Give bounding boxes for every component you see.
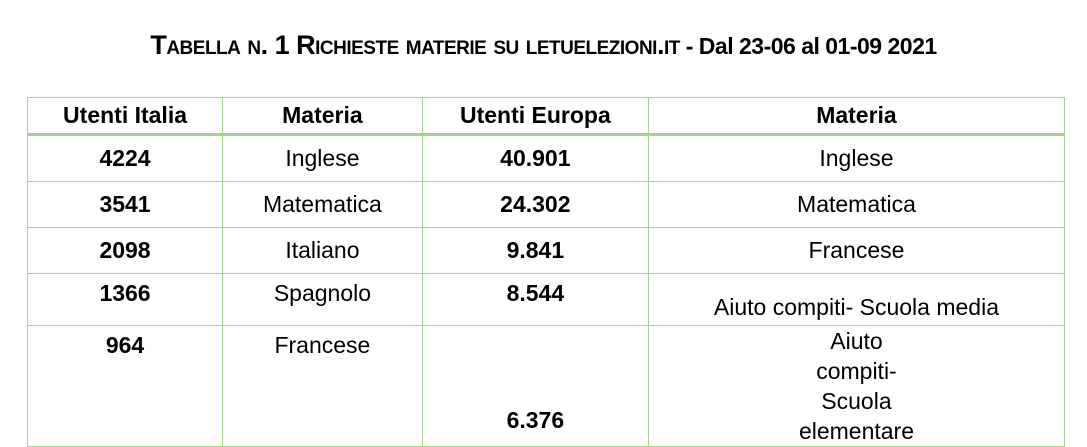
header-materia-europa: Materia — [647, 97, 1066, 136]
cell-materia-italia: Italiano — [222, 227, 423, 274]
title-dates: - Dal 23-06 al 01-09 2021 — [679, 33, 937, 59]
cell-utenti-europa: 40.901 — [421, 134, 649, 182]
table-row: 3541 Matematica 24.302 Matematica — [26, 181, 1066, 228]
cell-materia-italia: Inglese — [222, 134, 423, 182]
cell-utenti-europa: 6.376 — [421, 325, 649, 447]
header-utenti-europa: Utenti Europa — [421, 97, 649, 136]
cell-materia-italia: Spagnolo — [222, 273, 423, 326]
header-row: Utenti Italia Materia Utenti Europa Mate… — [26, 97, 1066, 136]
cell-materia-europa: Aiuto compiti- Scuola elementare — [647, 325, 1066, 447]
cell-utenti-italia: 3541 — [26, 181, 224, 228]
table-row: 2098 Italiano 9.841 Francese — [26, 227, 1066, 274]
title-main: Tabella n. 1 Richieste materie su letuel… — [150, 30, 680, 60]
cell-utenti-italia: 2098 — [26, 227, 224, 274]
cell-materia-europa: Inglese — [647, 134, 1066, 182]
table-row: 1366 Spagnolo 8.544 Aiuto compiti- Scuol… — [26, 273, 1066, 326]
cell-materia-italia: Francese — [222, 325, 423, 447]
cell-utenti-italia: 4224 — [26, 134, 224, 182]
cell-utenti-italia: 1366 — [26, 273, 224, 326]
header-utenti-italia: Utenti Italia — [26, 97, 224, 136]
cell-utenti-europa: 8.544 — [421, 273, 649, 326]
header-materia-italia: Materia — [222, 97, 423, 136]
cell-materia-italia: Matematica — [222, 181, 423, 228]
cell-materia-europa: Francese — [647, 227, 1066, 274]
cell-utenti-europa: 9.841 — [421, 227, 649, 274]
cell-materia-europa: Aiuto compiti- Scuola media — [647, 273, 1066, 326]
cell-utenti-europa: 24.302 — [421, 181, 649, 228]
cell-utenti-italia: 964 — [26, 325, 224, 447]
table-row: 964 Francese 6.376 Aiuto compiti- Scuola… — [26, 325, 1066, 447]
table-row: 4224 Inglese 40.901 Inglese — [26, 134, 1066, 182]
requests-table: Utenti Italia Materia Utenti Europa Mate… — [26, 97, 1066, 447]
cell-materia-europa: Matematica — [647, 181, 1066, 228]
table-title: Tabella n. 1 Richieste materie su letuel… — [0, 30, 1087, 61]
